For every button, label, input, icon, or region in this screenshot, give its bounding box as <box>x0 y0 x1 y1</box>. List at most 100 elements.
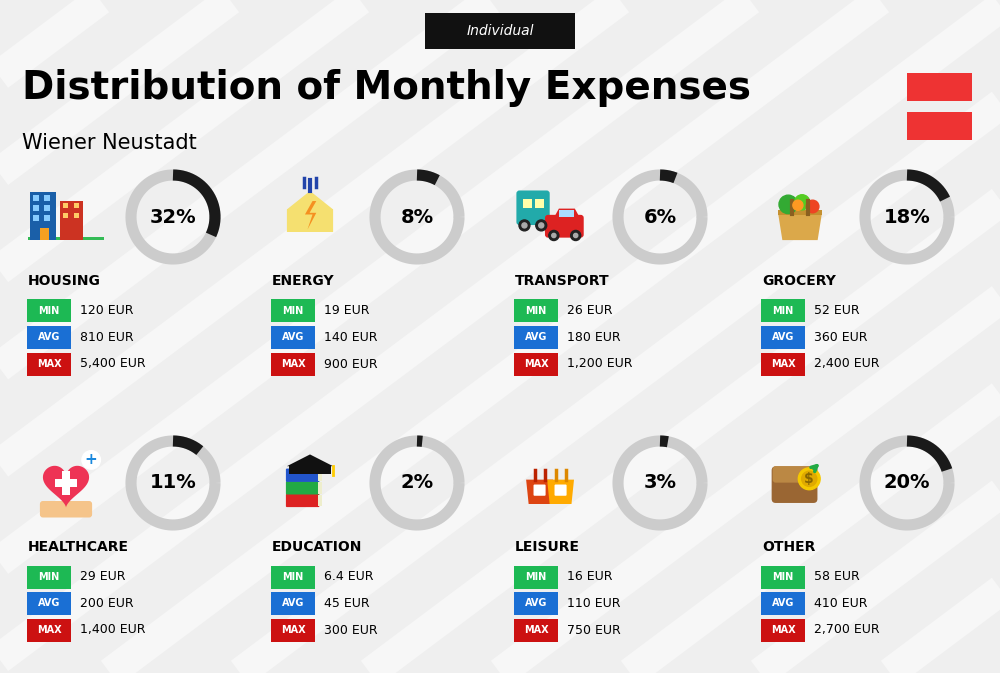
Polygon shape <box>43 466 89 507</box>
FancyBboxPatch shape <box>44 195 50 201</box>
Text: MIN: MIN <box>282 572 304 582</box>
Circle shape <box>552 234 556 238</box>
Text: TRANSPORT: TRANSPORT <box>515 274 610 288</box>
FancyBboxPatch shape <box>271 353 315 376</box>
Text: 810 EUR: 810 EUR <box>80 331 134 344</box>
Text: AVG: AVG <box>525 332 547 343</box>
Text: 1,200 EUR: 1,200 EUR <box>567 357 632 371</box>
Text: MAX: MAX <box>37 625 61 635</box>
Circle shape <box>806 200 819 213</box>
Text: 360 EUR: 360 EUR <box>814 331 867 344</box>
Text: 120 EUR: 120 EUR <box>80 304 134 318</box>
Circle shape <box>779 195 797 213</box>
Text: AVG: AVG <box>282 598 304 608</box>
FancyBboxPatch shape <box>30 192 56 240</box>
Text: 750 EUR: 750 EUR <box>567 623 621 637</box>
Text: AVG: AVG <box>772 598 794 608</box>
FancyBboxPatch shape <box>289 466 331 474</box>
FancyBboxPatch shape <box>761 565 805 588</box>
Text: 200 EUR: 200 EUR <box>80 597 134 610</box>
Text: MIN: MIN <box>282 306 304 316</box>
FancyBboxPatch shape <box>318 482 322 493</box>
FancyBboxPatch shape <box>514 299 558 322</box>
Text: 8%: 8% <box>400 207 434 227</box>
FancyBboxPatch shape <box>27 592 71 615</box>
Text: ENERGY: ENERGY <box>272 274 335 288</box>
Text: MAX: MAX <box>524 625 548 635</box>
Text: OTHER: OTHER <box>762 540 815 554</box>
Text: Distribution of Monthly Expenses: Distribution of Monthly Expenses <box>22 69 751 107</box>
Text: MIN: MIN <box>772 572 794 582</box>
Text: 2,700 EUR: 2,700 EUR <box>814 623 880 637</box>
Text: 3%: 3% <box>644 474 676 493</box>
Polygon shape <box>554 209 580 218</box>
Circle shape <box>802 471 817 487</box>
FancyBboxPatch shape <box>44 205 50 211</box>
Text: MAX: MAX <box>281 625 305 635</box>
FancyBboxPatch shape <box>63 213 68 218</box>
Polygon shape <box>287 454 333 466</box>
Text: 180 EUR: 180 EUR <box>567 331 621 344</box>
FancyBboxPatch shape <box>514 565 558 588</box>
FancyBboxPatch shape <box>271 565 315 588</box>
FancyBboxPatch shape <box>40 227 49 240</box>
Text: 5,400 EUR: 5,400 EUR <box>80 357 146 371</box>
Text: MIN: MIN <box>38 572 60 582</box>
Text: 6%: 6% <box>643 207 677 227</box>
FancyBboxPatch shape <box>271 618 315 641</box>
FancyBboxPatch shape <box>286 481 319 495</box>
Text: 2,400 EUR: 2,400 EUR <box>814 357 880 371</box>
FancyBboxPatch shape <box>318 470 322 481</box>
FancyBboxPatch shape <box>425 13 575 49</box>
Text: MAX: MAX <box>771 625 795 635</box>
FancyBboxPatch shape <box>514 353 558 376</box>
Text: MIN: MIN <box>38 306 60 316</box>
Text: 900 EUR: 900 EUR <box>324 357 378 371</box>
Text: AVG: AVG <box>38 332 60 343</box>
FancyBboxPatch shape <box>761 592 805 615</box>
FancyBboxPatch shape <box>514 592 558 615</box>
FancyBboxPatch shape <box>271 299 315 322</box>
Text: 26 EUR: 26 EUR <box>567 304 612 318</box>
Text: MAX: MAX <box>524 359 548 369</box>
FancyBboxPatch shape <box>523 199 532 208</box>
Text: 140 EUR: 140 EUR <box>324 331 378 344</box>
FancyBboxPatch shape <box>74 203 79 208</box>
Text: 300 EUR: 300 EUR <box>324 623 378 637</box>
Circle shape <box>82 451 100 469</box>
Polygon shape <box>287 191 333 232</box>
FancyBboxPatch shape <box>27 618 71 641</box>
FancyBboxPatch shape <box>761 353 805 376</box>
Text: AVG: AVG <box>772 332 794 343</box>
Circle shape <box>574 234 578 238</box>
Text: MAX: MAX <box>281 359 305 369</box>
FancyBboxPatch shape <box>40 501 92 518</box>
Text: 16 EUR: 16 EUR <box>567 571 612 583</box>
Circle shape <box>793 200 803 210</box>
Text: MAX: MAX <box>771 359 795 369</box>
Circle shape <box>795 194 810 210</box>
FancyBboxPatch shape <box>778 210 822 215</box>
Text: Wiener Neustadt: Wiener Neustadt <box>22 133 197 153</box>
Text: 1,400 EUR: 1,400 EUR <box>80 623 146 637</box>
FancyBboxPatch shape <box>535 199 544 208</box>
Text: 45 EUR: 45 EUR <box>324 597 370 610</box>
FancyBboxPatch shape <box>271 326 315 349</box>
Text: +: + <box>85 452 98 468</box>
FancyBboxPatch shape <box>514 618 558 641</box>
FancyBboxPatch shape <box>27 299 71 322</box>
Circle shape <box>539 223 544 228</box>
FancyBboxPatch shape <box>27 326 71 349</box>
FancyBboxPatch shape <box>534 485 546 496</box>
FancyBboxPatch shape <box>773 466 816 483</box>
Circle shape <box>536 220 547 231</box>
FancyBboxPatch shape <box>60 201 83 240</box>
Text: 18%: 18% <box>884 207 930 227</box>
FancyBboxPatch shape <box>55 479 77 487</box>
Text: HOUSING: HOUSING <box>28 274 101 288</box>
FancyBboxPatch shape <box>287 209 333 232</box>
Text: 32%: 32% <box>150 207 196 227</box>
Circle shape <box>549 230 559 240</box>
FancyBboxPatch shape <box>33 205 39 211</box>
FancyBboxPatch shape <box>286 494 319 507</box>
